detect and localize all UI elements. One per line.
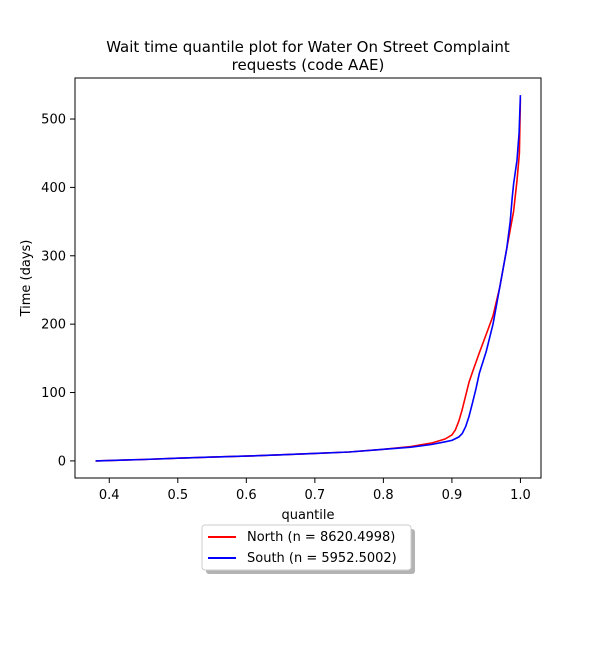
y-axis-label: Time (days) [19, 240, 34, 318]
x-tick-label: 0.9 [442, 488, 463, 503]
legend: North (n = 8620.4998) South (n = 5952.50… [201, 524, 415, 574]
y-axis-ticks: 0 100 200 300 400 500 [41, 113, 75, 469]
x-tick-label: 0.8 [373, 488, 394, 503]
x-axis-label: quantile [281, 508, 334, 523]
chart-title-line-1: Wait time quantile plot for Water On Str… [106, 38, 510, 56]
legend-box [201, 524, 412, 571]
x-tick-label: 0.6 [236, 488, 257, 503]
y-tick-label: 500 [41, 113, 66, 128]
legend-north-label: North (n = 8620.4998) [247, 530, 395, 545]
x-tick-label: 1.0 [510, 488, 531, 503]
x-tick-label: 0.7 [305, 488, 326, 503]
x-tick-label: 0.5 [167, 488, 188, 503]
plot-area: 0.4 0.5 0.6 0.7 0.8 0.9 1.0 0 100 200 300 400 500 [41, 77, 542, 503]
plot-frame [74, 77, 542, 479]
y-tick-label: 100 [41, 386, 66, 401]
y-tick-label: 200 [41, 318, 66, 333]
x-axis-ticks: 0.4 0.5 0.6 0.7 0.8 0.9 1.0 [99, 478, 531, 503]
chart-title-line-2: requests (code AAE) [232, 56, 385, 74]
y-tick-label: 0 [58, 454, 66, 469]
y-tick-label: 300 [41, 249, 66, 264]
south-series-line [95, 95, 522, 462]
y-tick-label: 400 [41, 181, 66, 196]
legend-south-label: South (n = 5952.5002) [247, 551, 397, 566]
x-tick-label: 0.4 [99, 488, 120, 503]
series-lines [95, 95, 522, 462]
